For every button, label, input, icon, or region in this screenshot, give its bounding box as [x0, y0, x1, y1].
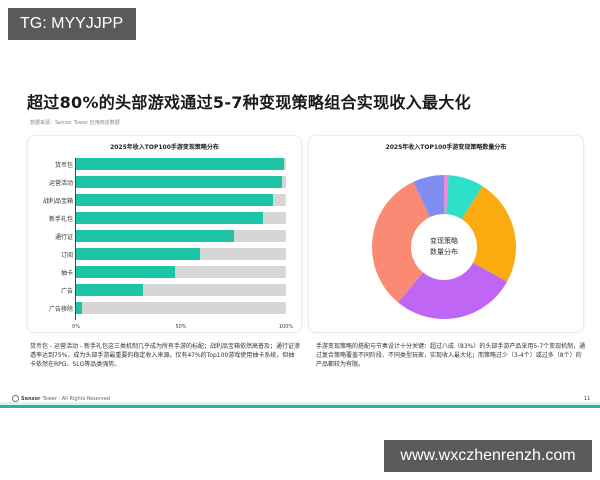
bar-track: [76, 176, 286, 188]
tg-badge-overlay: TG: MYYJJPP: [8, 8, 136, 40]
donut-chart-description: 手游变现策略的搭配与节奏设计十分关键：超过八成（83%）的头部手游产品采用5-7…: [316, 343, 586, 368]
watermark-overlay: www.wxczhenrenzh.com: [384, 440, 592, 472]
bar-row: 运营活动: [28, 176, 303, 189]
donut-slice: [413, 175, 444, 218]
bar-track: [76, 302, 286, 314]
donut-chart: 变现策略 数量分布: [371, 174, 517, 320]
donut-chart-title: 2025年收入TOP100手游变现策略数量分布: [385, 144, 507, 151]
bar-label: 新手礼包: [48, 216, 73, 223]
bar-label: 货币包: [54, 162, 73, 169]
footer-rights: Tower · All Rights Reserved: [42, 395, 111, 402]
bar-row: 抽卡: [28, 266, 303, 279]
x-tick-100: 100%: [278, 324, 294, 330]
bar-track: [76, 194, 286, 206]
bar-label: 抽卡: [60, 270, 73, 277]
bar-track: [76, 284, 286, 296]
bar-track: [76, 248, 286, 260]
data-source-note: 数据来源：Sensor Tower 应用商店数据: [30, 120, 120, 126]
bar-fill: [76, 212, 263, 224]
bar-fill: [76, 194, 274, 206]
footer-accent-line: [0, 405, 600, 408]
bar-fill: [76, 302, 83, 314]
bar-row: 通行证: [28, 230, 303, 243]
footer-brand: Sensor Tower · All Rights Reserved: [12, 395, 110, 402]
bar-track: [76, 212, 286, 224]
bar-fill: [76, 230, 234, 242]
bar-chart-title: 2025年收入TOP100手游变现策略分布: [110, 144, 219, 151]
sensor-tower-logo-icon: [12, 395, 19, 402]
footer-glow: [0, 402, 600, 405]
y-axis-line: [75, 158, 76, 320]
donut-center-line-2: 数量分布: [430, 248, 458, 256]
bar-row: 订阅: [28, 248, 303, 261]
donut-chart-card: 2025年收入TOP100手游变现策略数量分布 变现策略 数量分布: [308, 135, 584, 333]
donut-slice: [446, 175, 483, 220]
bar-track: [76, 158, 286, 170]
bar-row: 广告移除: [28, 302, 303, 315]
donut-slice: [398, 262, 508, 319]
bar-chart-card: 2025年收入TOP100手游变现策略分布 货币包运营活动战利品宝箱新手礼包通行…: [27, 135, 302, 333]
bar-fill: [76, 158, 284, 170]
bar-chart-description: 货币包 - 运营活动 - 新手礼包这三类机制几乎成为所有手游的标配；战利品宝箱依…: [30, 343, 300, 368]
bar-track: [76, 266, 286, 278]
bar-label: 运营活动: [48, 180, 73, 187]
bar-label: 广告移除: [48, 306, 73, 313]
bar-label: 通行证: [54, 234, 73, 241]
bar-row: 新手礼包: [28, 212, 303, 225]
bar-track: [76, 230, 286, 242]
bar-fill: [76, 266, 175, 278]
slide-title: 超过80%的头部游戏通过5-7种变现策略组合实现收入最大化: [27, 93, 471, 112]
donut-slice: [461, 186, 516, 282]
page-number: 11: [584, 396, 591, 402]
bar-row: 广告: [28, 284, 303, 297]
bar-label: 订阅: [60, 252, 73, 259]
donut-slice: [372, 181, 430, 303]
bar-row: 战利品宝箱: [28, 194, 303, 207]
bar-label: 战利品宝箱: [42, 198, 73, 205]
footer-brand-name: Sensor: [21, 395, 41, 402]
bar-fill: [76, 284, 144, 296]
bar-fill: [76, 176, 282, 188]
x-tick-50: 50%: [175, 324, 187, 330]
donut-slice: [444, 175, 449, 215]
bar-fill: [76, 248, 200, 260]
bar-row: 货币包: [28, 158, 303, 171]
donut-chart-graphic: [372, 175, 516, 319]
donut-center-label: 变现策略 数量分布: [371, 174, 517, 320]
bar-label: 广告: [60, 288, 73, 295]
x-tick-0: 0%: [72, 324, 80, 330]
donut-center-line-1: 变现策略: [430, 237, 458, 245]
